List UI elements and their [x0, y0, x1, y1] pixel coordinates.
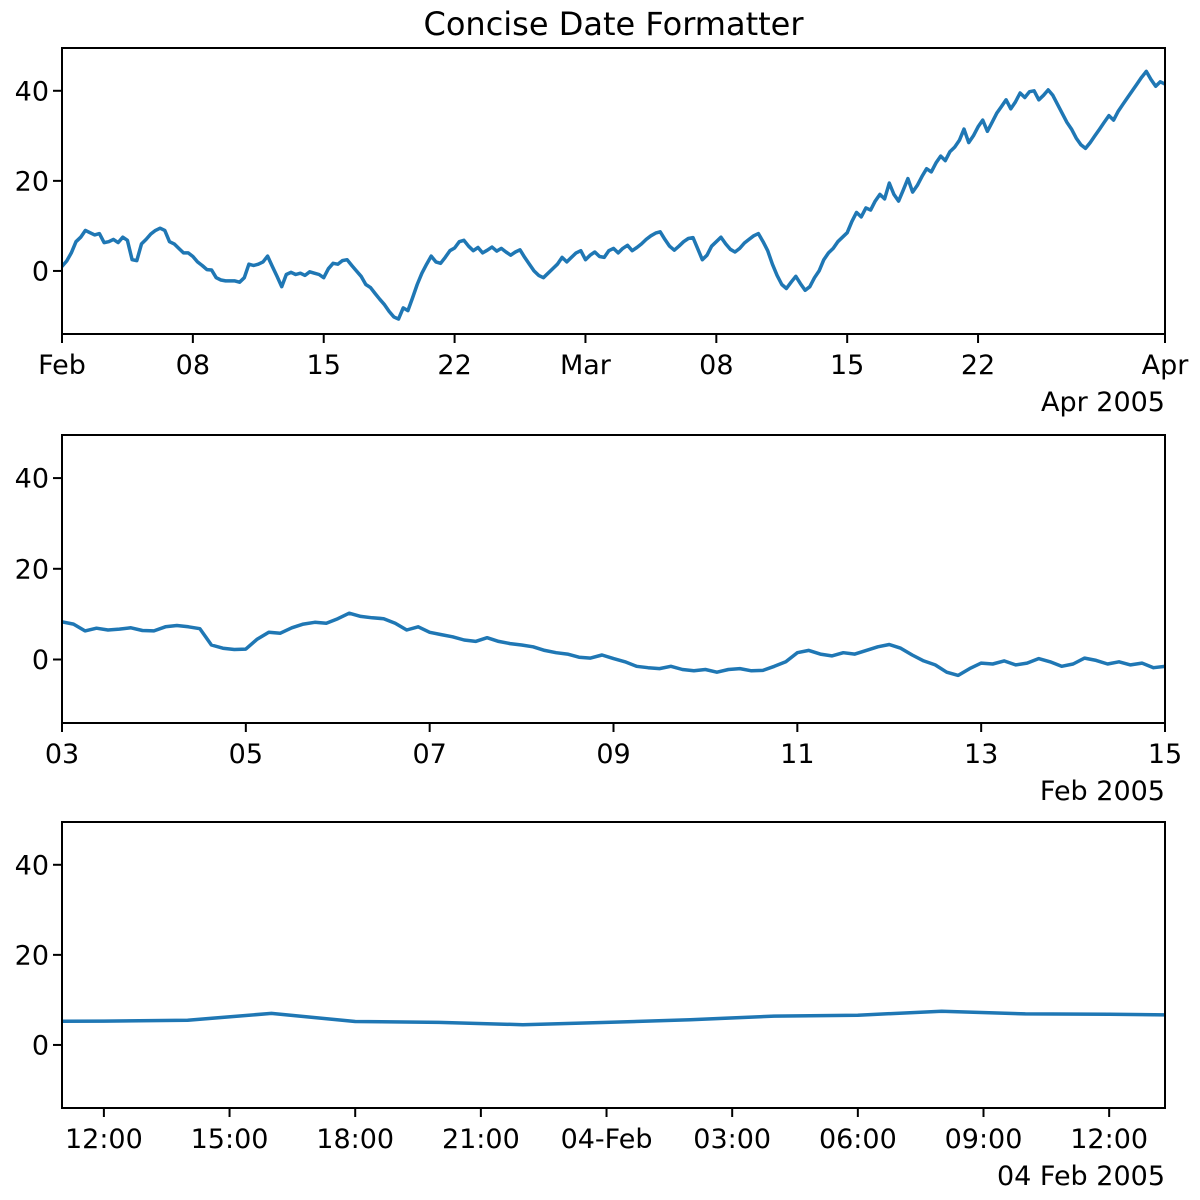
x-tick-label: 15: [307, 350, 341, 381]
y-tick-label: 0: [32, 645, 49, 676]
subplot-middle-subplot: 03 05 07 09 11 13 15 0 20 40 Feb 2005: [15, 434, 1182, 807]
axes-frame: [61, 47, 1166, 335]
x-tick-label: 18:00: [316, 1124, 394, 1155]
y-tick-label: 0: [32, 1030, 49, 1061]
x-tick-label: 03:00: [693, 1124, 771, 1155]
y-tick-label: 20: [15, 554, 49, 585]
y-tick-label: 0: [32, 256, 49, 287]
figure-title: Concise Date Formatter: [423, 5, 804, 43]
x-tick-label: 07: [412, 739, 446, 770]
x-tick-label: 06:00: [819, 1124, 897, 1155]
subplot-top-subplot: Feb 08 15 22 Mar 08 15 22 Apr 0 20 40 Apr 2005: [15, 47, 1190, 418]
x-tick-label: 13: [964, 739, 998, 770]
y-tick-label: 40: [15, 850, 49, 881]
x-axis-offset-label: 04 Feb 2005: [997, 1161, 1165, 1192]
x-tick-label: Feb: [38, 350, 86, 381]
x-tick-label: 15:00: [191, 1124, 269, 1155]
data-line: [62, 1009, 1165, 1027]
data-line: [62, 69, 1165, 321]
x-tick-label: 22: [961, 350, 995, 381]
subplot-bottom-subplot: 12:00 15:00 18:00 21:00 04-Feb 03:00 06:00 09:0…: [15, 821, 1166, 1192]
x-tick-label: 09:00: [945, 1124, 1023, 1155]
x-tick-label: Apr: [1142, 350, 1190, 381]
x-tick-label: 11: [780, 739, 814, 770]
axes-frame: [61, 821, 1166, 1109]
x-tick-label: 12:00: [1070, 1124, 1148, 1155]
y-tick-label: 20: [15, 166, 49, 197]
y-tick-label: 40: [15, 464, 49, 495]
y-tick-label: 20: [15, 940, 49, 971]
x-axis-offset-label: Feb 2005: [1040, 776, 1165, 807]
x-tick-label: 15: [830, 350, 864, 381]
x-tick-label: 03: [45, 739, 79, 770]
x-tick-label: 08: [176, 350, 210, 381]
y-tick-label: 40: [15, 76, 49, 107]
x-tick-label: 04-Feb: [561, 1124, 653, 1155]
x-axis-offset-label: Apr 2005: [1041, 387, 1165, 418]
x-tick-label: 05: [229, 739, 263, 770]
axes-frame: [61, 434, 1166, 724]
x-tick-label: 22: [437, 350, 471, 381]
x-tick-label: 08: [699, 350, 733, 381]
x-tick-label: 12:00: [65, 1124, 143, 1155]
x-tick-label: 21:00: [442, 1124, 520, 1155]
x-tick-label: Mar: [560, 350, 612, 381]
x-tick-label: 09: [596, 739, 630, 770]
x-tick-label: 15: [1148, 739, 1182, 770]
data-line: [62, 611, 1165, 678]
